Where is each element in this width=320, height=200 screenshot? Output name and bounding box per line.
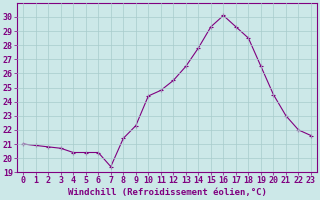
X-axis label: Windchill (Refroidissement éolien,°C): Windchill (Refroidissement éolien,°C) [68,188,267,197]
